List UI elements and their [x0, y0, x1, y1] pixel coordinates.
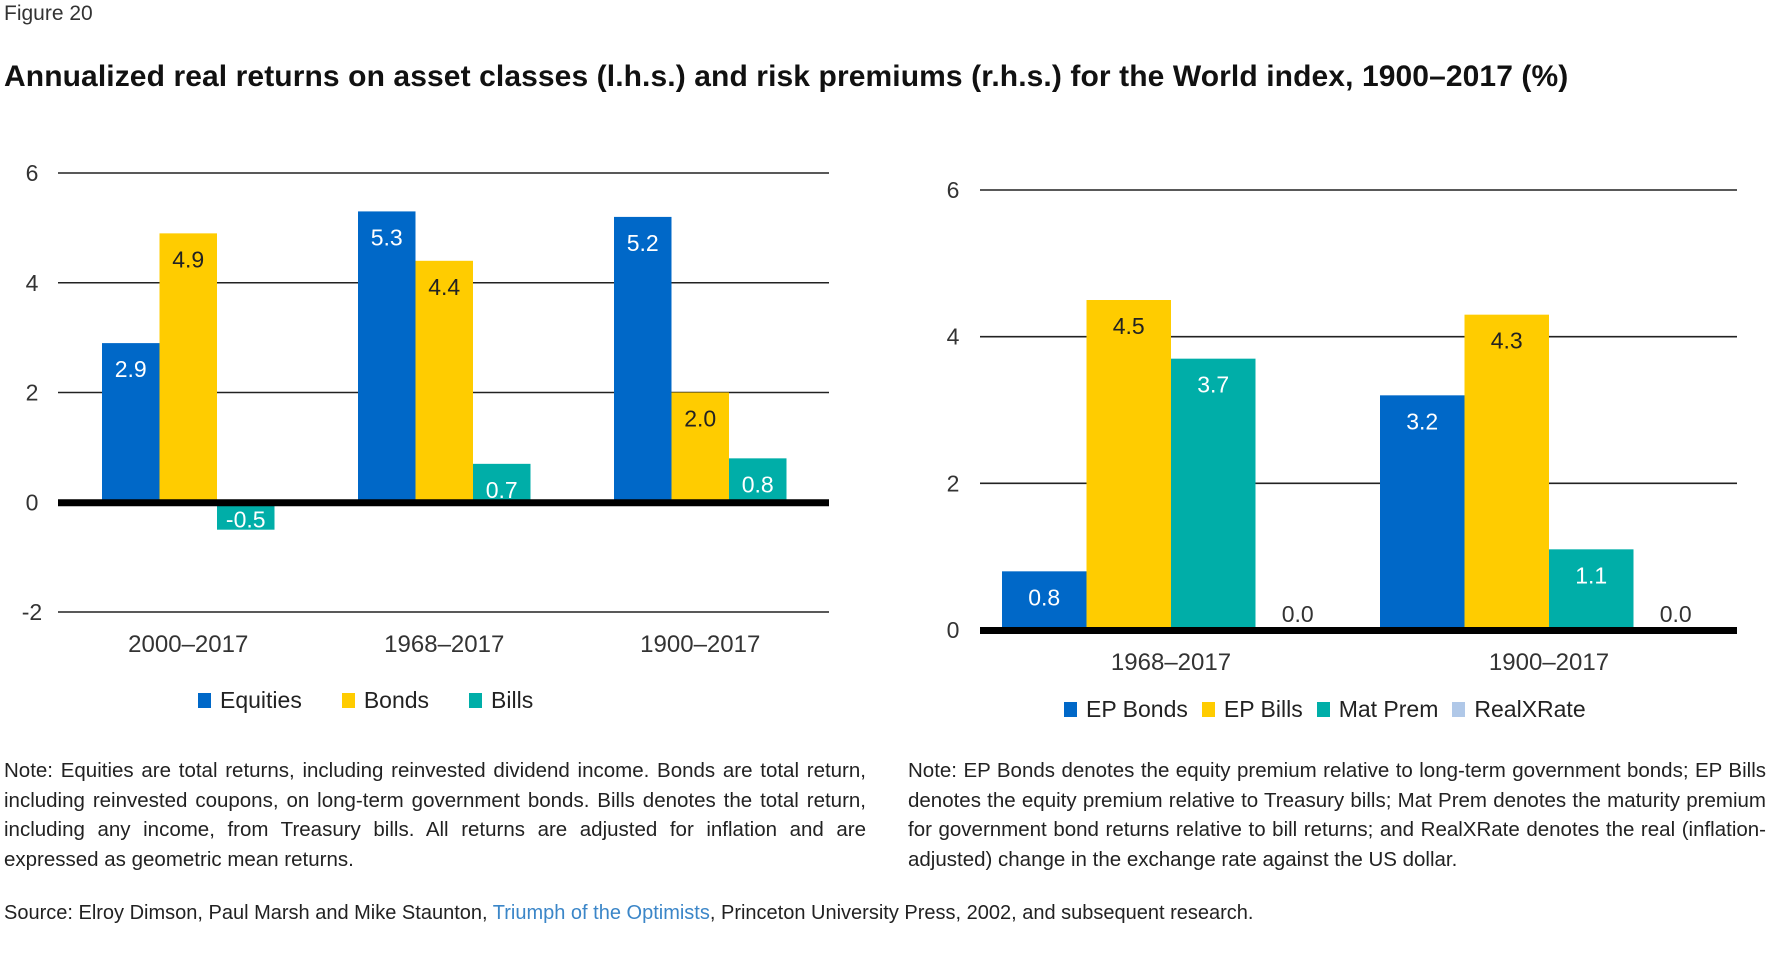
- left-bar-bills: [217, 502, 275, 530]
- right-bar-ep-bills: [1464, 314, 1549, 630]
- left-y-tick-label: 2: [26, 380, 39, 406]
- right-data-label: 4.5: [1113, 313, 1145, 339]
- right-y-tick-label: 4: [947, 324, 960, 350]
- left-bar-equities: [358, 211, 416, 503]
- legend-label: RealXRate: [1474, 696, 1586, 722]
- left-data-label: 0.7: [486, 477, 518, 503]
- left-data-label: -0.5: [226, 507, 266, 533]
- legend-label: Mat Prem: [1338, 696, 1439, 722]
- note-right: Note: EP Bonds denotes the equity premiu…: [908, 759, 1766, 871]
- left-zero-axis: [58, 499, 829, 507]
- legend-label: Bonds: [363, 687, 430, 713]
- left-category-label: 1900–2017: [640, 631, 760, 658]
- legend-item: Equities: [198, 687, 302, 714]
- left-y-tick-label: -2: [22, 599, 42, 625]
- legend-swatch: [1452, 702, 1466, 717]
- left-data-label: 4.4: [428, 274, 460, 300]
- left-bar-bonds: [671, 392, 729, 503]
- source-prefix: Source: Elroy Dimson, Paul Marsh and Mik…: [4, 902, 493, 924]
- right-data-label: 3.2: [1406, 408, 1438, 434]
- legend-item: RealXRate: [1452, 696, 1586, 723]
- figure-label: Figure 20: [4, 2, 93, 25]
- right-zero-axis: [980, 627, 1737, 634]
- source-book-link[interactable]: Triumph of the Optimists: [492, 902, 710, 924]
- left-data-label: 0.8: [742, 471, 774, 497]
- legend-label: Equities: [220, 687, 302, 713]
- left-y-tick-label: 0: [26, 489, 39, 515]
- legend-label: Bills: [491, 687, 534, 713]
- source-suffix: , Princeton University Press, 2002, and …: [709, 902, 1254, 924]
- legend-swatch: [1316, 702, 1330, 717]
- right-y-tick-label: 6: [947, 177, 960, 203]
- left-bar-equities: [102, 343, 160, 503]
- left-data-label: 2.0: [684, 406, 716, 432]
- left-data-label: 5.3: [371, 224, 403, 250]
- right-data-label: 0.8: [1028, 584, 1060, 610]
- left-bar-bills: [729, 458, 787, 503]
- left-bar-equities: [614, 216, 672, 503]
- legend-swatch: [1201, 702, 1215, 717]
- legend-item: Bills: [469, 687, 533, 714]
- left-data-label: 5.2: [627, 230, 659, 256]
- right-bar-mat-prem: [1171, 358, 1256, 630]
- legend-left: Equities Bonds Bills: [198, 687, 573, 714]
- left-data-label: 2.9: [115, 356, 147, 382]
- left-y-tick-label: 6: [26, 160, 39, 186]
- legend-item: EP Bills: [1201, 696, 1303, 723]
- right-data-label: 1.1: [1575, 562, 1607, 588]
- left-data-label: 4.9: [172, 246, 204, 272]
- legend-item: Bonds: [341, 687, 430, 714]
- note-left: Note: Equities are total returns, includ…: [4, 759, 866, 871]
- right-category-label: 1900–2017: [1489, 649, 1609, 676]
- chart-title: Annualized real returns on asset classes…: [4, 60, 1569, 93]
- right-data-label: 3.7: [1197, 372, 1229, 398]
- right-category-label: 1968–2017: [1111, 649, 1231, 676]
- left-bar-bonds: [415, 260, 473, 503]
- right-bar-ep-bills: [1086, 300, 1171, 630]
- right-y-tick-label: 0: [947, 617, 960, 643]
- source-citation: Source: Elroy Dimson, Paul Marsh and Mik…: [4, 902, 1253, 925]
- right-bar-ep-bonds: [1380, 395, 1465, 630]
- legend-item: Mat Prem: [1316, 696, 1439, 723]
- legend-swatch: [1064, 702, 1077, 717]
- right-bar-mat-prem: [1549, 549, 1634, 630]
- legend-label: EP Bonds: [1086, 696, 1188, 722]
- right-data-label: 4.3: [1491, 328, 1523, 354]
- legend-swatch: [341, 693, 355, 708]
- legend-right: EP Bonds EP Bills Mat Prem RealXRate: [1064, 696, 1600, 723]
- left-bar-bills: [473, 463, 531, 503]
- right-data-label: 0.0: [1282, 601, 1314, 627]
- right-data-label: 0.0: [1660, 601, 1692, 627]
- left-category-label: 2000–2017: [128, 631, 248, 658]
- legend-item: EP Bonds: [1064, 696, 1188, 723]
- right-bar-ep-bonds: [1002, 571, 1087, 630]
- right-y-tick-label: 2: [947, 470, 960, 496]
- legend-swatch: [469, 693, 483, 708]
- left-bar-bonds: [159, 233, 217, 503]
- left-category-label: 1968–2017: [384, 631, 504, 658]
- legend-label: EP Bills: [1223, 696, 1303, 722]
- left-y-tick-label: 4: [26, 270, 39, 296]
- legend-swatch: [198, 693, 211, 708]
